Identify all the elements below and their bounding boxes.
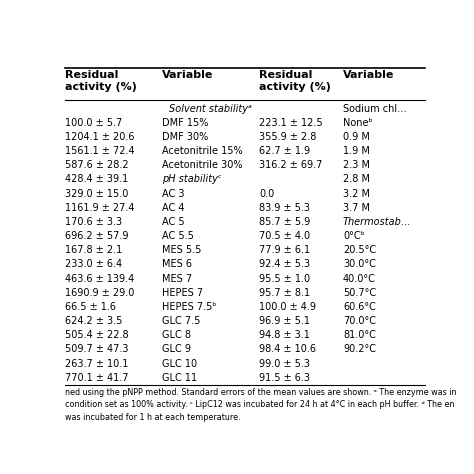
Text: 66.5 ± 1.6: 66.5 ± 1.6 bbox=[65, 302, 117, 312]
Text: DMF 30%: DMF 30% bbox=[162, 132, 208, 142]
Text: 1690.9 ± 29.0: 1690.9 ± 29.0 bbox=[65, 288, 135, 298]
Text: AC 4: AC 4 bbox=[162, 203, 184, 213]
Text: 0.0: 0.0 bbox=[259, 189, 274, 199]
Text: 233.0 ± 6.4: 233.0 ± 6.4 bbox=[65, 259, 123, 270]
Text: 83.9 ± 5.3: 83.9 ± 5.3 bbox=[259, 203, 310, 213]
Text: Residual
activity (%): Residual activity (%) bbox=[259, 70, 331, 91]
Text: 50.7°C: 50.7°C bbox=[343, 288, 376, 298]
Text: HEPES 7: HEPES 7 bbox=[162, 288, 203, 298]
Text: 505.4 ± 22.8: 505.4 ± 22.8 bbox=[65, 330, 129, 340]
Text: MES 5.5: MES 5.5 bbox=[162, 246, 201, 255]
Text: 100.0 ± 4.9: 100.0 ± 4.9 bbox=[259, 302, 316, 312]
Text: 95.7 ± 8.1: 95.7 ± 8.1 bbox=[259, 288, 310, 298]
Text: 20.5°C: 20.5°C bbox=[343, 246, 376, 255]
Text: 98.4 ± 10.6: 98.4 ± 10.6 bbox=[259, 345, 316, 355]
Text: GLC 8: GLC 8 bbox=[162, 330, 191, 340]
Text: HEPES 7.5ᵇ: HEPES 7.5ᵇ bbox=[162, 302, 216, 312]
Text: 2.8 M: 2.8 M bbox=[343, 174, 370, 184]
Text: AC 5.5: AC 5.5 bbox=[162, 231, 193, 241]
Text: 94.8 ± 3.1: 94.8 ± 3.1 bbox=[259, 330, 310, 340]
Text: AC 3: AC 3 bbox=[162, 189, 184, 199]
Text: 91.5 ± 6.3: 91.5 ± 6.3 bbox=[259, 373, 310, 383]
Text: 463.6 ± 139.4: 463.6 ± 139.4 bbox=[65, 273, 135, 283]
Text: Acetonitrile 30%: Acetonitrile 30% bbox=[162, 160, 242, 170]
Text: GLC 11: GLC 11 bbox=[162, 373, 197, 383]
Text: 1204.1 ± 20.6: 1204.1 ± 20.6 bbox=[65, 132, 135, 142]
Text: 509.7 ± 47.3: 509.7 ± 47.3 bbox=[65, 345, 129, 355]
Text: GLC 7.5: GLC 7.5 bbox=[162, 316, 200, 326]
Text: 587.6 ± 28.2: 587.6 ± 28.2 bbox=[65, 160, 129, 170]
Text: 696.2 ± 57.9: 696.2 ± 57.9 bbox=[65, 231, 129, 241]
Text: pH stabilityᶜ: pH stabilityᶜ bbox=[162, 174, 221, 184]
Text: 316.2 ± 69.7: 316.2 ± 69.7 bbox=[259, 160, 323, 170]
Text: 1161.9 ± 27.4: 1161.9 ± 27.4 bbox=[65, 203, 135, 213]
Text: 170.6 ± 3.3: 170.6 ± 3.3 bbox=[65, 217, 123, 227]
Text: 3.7 M: 3.7 M bbox=[343, 203, 370, 213]
Text: Solvent stabilityᵃ: Solvent stabilityᵃ bbox=[169, 104, 252, 114]
Text: 62.7 ± 1.9: 62.7 ± 1.9 bbox=[259, 146, 310, 156]
Text: GLC 10: GLC 10 bbox=[162, 359, 197, 369]
Text: MES 7: MES 7 bbox=[162, 273, 191, 283]
Text: 167.8 ± 2.1: 167.8 ± 2.1 bbox=[65, 246, 123, 255]
Text: 1561.1 ± 72.4: 1561.1 ± 72.4 bbox=[65, 146, 135, 156]
Text: AC 5: AC 5 bbox=[162, 217, 184, 227]
Text: 428.4 ± 39.1: 428.4 ± 39.1 bbox=[65, 174, 129, 184]
Text: 30.0°C: 30.0°C bbox=[343, 259, 376, 270]
Text: GLC 9: GLC 9 bbox=[162, 345, 191, 355]
Text: 1.9 M: 1.9 M bbox=[343, 146, 370, 156]
Text: 770.1 ± 41.7: 770.1 ± 41.7 bbox=[65, 373, 129, 383]
Text: 329.0 ± 15.0: 329.0 ± 15.0 bbox=[65, 189, 129, 199]
Text: 3.2 M: 3.2 M bbox=[343, 189, 370, 199]
Text: 624.2 ± 3.5: 624.2 ± 3.5 bbox=[65, 316, 123, 326]
Text: 223.1 ± 12.5: 223.1 ± 12.5 bbox=[259, 118, 323, 128]
Text: 263.7 ± 10.1: 263.7 ± 10.1 bbox=[65, 359, 129, 369]
Text: 81.0°C: 81.0°C bbox=[343, 330, 376, 340]
Text: ned using the pNPP method. Standard errors of the mean values are shown. ᵃ The e: ned using the pNPP method. Standard erro… bbox=[65, 388, 457, 422]
Text: Noneᵇ: Noneᵇ bbox=[343, 118, 373, 128]
Text: 85.7 ± 5.9: 85.7 ± 5.9 bbox=[259, 217, 310, 227]
Text: 355.9 ± 2.8: 355.9 ± 2.8 bbox=[259, 132, 317, 142]
Text: 0.9 M: 0.9 M bbox=[343, 132, 370, 142]
Text: 99.0 ± 5.3: 99.0 ± 5.3 bbox=[259, 359, 310, 369]
Text: 77.9 ± 6.1: 77.9 ± 6.1 bbox=[259, 246, 310, 255]
Text: Thermostab…: Thermostab… bbox=[343, 217, 411, 227]
Text: 96.9 ± 5.1: 96.9 ± 5.1 bbox=[259, 316, 310, 326]
Text: 70.0°C: 70.0°C bbox=[343, 316, 376, 326]
Text: 2.3 M: 2.3 M bbox=[343, 160, 370, 170]
Text: Sodium chl…: Sodium chl… bbox=[343, 104, 407, 114]
Text: Variable: Variable bbox=[162, 70, 213, 80]
Text: 92.4 ± 5.3: 92.4 ± 5.3 bbox=[259, 259, 310, 270]
Text: DMF 15%: DMF 15% bbox=[162, 118, 208, 128]
Text: 100.0 ± 5.7: 100.0 ± 5.7 bbox=[65, 118, 123, 128]
Text: Acetonitrile 15%: Acetonitrile 15% bbox=[162, 146, 242, 156]
Text: 95.5 ± 1.0: 95.5 ± 1.0 bbox=[259, 273, 310, 283]
Text: 40.0°C: 40.0°C bbox=[343, 273, 376, 283]
Text: Variable: Variable bbox=[343, 70, 394, 80]
Text: Residual
activity (%): Residual activity (%) bbox=[65, 70, 137, 91]
Text: MES 6: MES 6 bbox=[162, 259, 191, 270]
Text: 0°Cᵇ: 0°Cᵇ bbox=[343, 231, 365, 241]
Text: 90.2°C: 90.2°C bbox=[343, 345, 376, 355]
Text: 70.5 ± 4.0: 70.5 ± 4.0 bbox=[259, 231, 310, 241]
Text: 60.6°C: 60.6°C bbox=[343, 302, 376, 312]
